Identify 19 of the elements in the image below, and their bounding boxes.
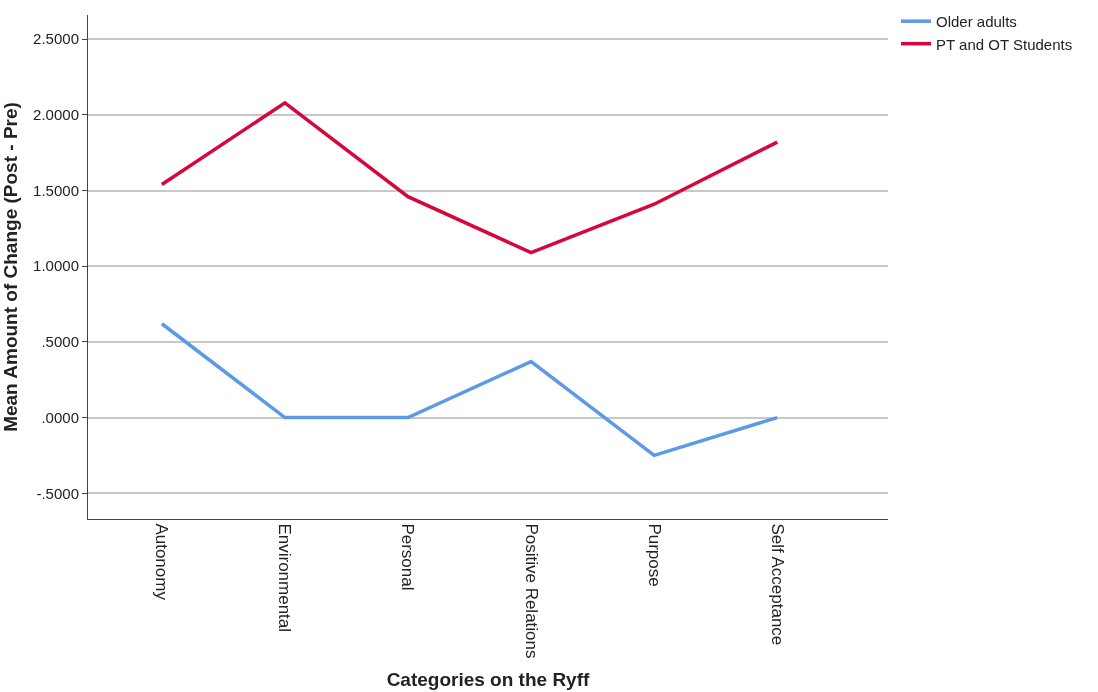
y-tick-label: 1.0000 [33, 257, 79, 275]
x-axis-title: Categories on the Ryff [386, 669, 591, 691]
x-tick-label: Autonomy [152, 523, 172, 601]
legend-label: Older adults [936, 13, 1017, 31]
y-tick-label: 2.0000 [33, 106, 79, 124]
line-series [160, 322, 779, 458]
x-tick-label: Positive Relations [521, 523, 541, 659]
y-tick-label: .0000 [41, 408, 79, 426]
y-tick-label: -.5000 [36, 484, 79, 502]
x-tick-label: Environmental [275, 523, 295, 633]
x-tick-label: Personal [398, 523, 418, 591]
line-series [160, 101, 779, 255]
x-tick-label: Purpose [644, 523, 664, 587]
y-axis-title: Mean Amount of Change (Post - Pre) [0, 102, 21, 432]
legend-label: PT and OT Students [936, 35, 1073, 53]
y-tick-label: 1.5000 [33, 181, 79, 199]
y-tick-label: 2.5000 [33, 30, 79, 48]
y-tick-label: .5000 [41, 333, 79, 351]
x-tick-label: Self Acceptance [767, 523, 787, 646]
